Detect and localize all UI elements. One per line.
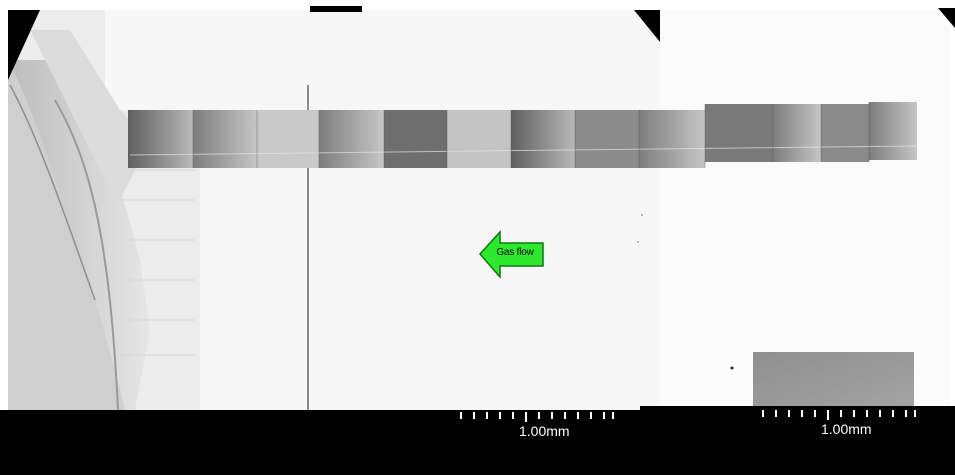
top-edge-artifact [310, 6, 362, 12]
coating-strip [128, 102, 918, 168]
corner-artifact-top-mid [634, 10, 660, 42]
speck [637, 241, 639, 243]
speck [730, 366, 734, 370]
scale-bar-strip-step [640, 406, 955, 412]
corner-artifact-top-right [938, 8, 955, 28]
scale-bar-strip [0, 410, 955, 475]
speck [641, 214, 643, 216]
scale-bar-ticks-left [460, 412, 614, 422]
gas-flow-arrow-icon [478, 230, 544, 280]
scale-bar-label-right: 1.00mm [821, 421, 872, 437]
gas-flow-label: Gas flow [496, 247, 534, 258]
corner-artifact-top-left [8, 10, 40, 80]
sample-block [753, 352, 914, 410]
scale-bar-ticks-right [762, 410, 916, 420]
scale-bar-label-left: 1.00mm [519, 423, 570, 439]
